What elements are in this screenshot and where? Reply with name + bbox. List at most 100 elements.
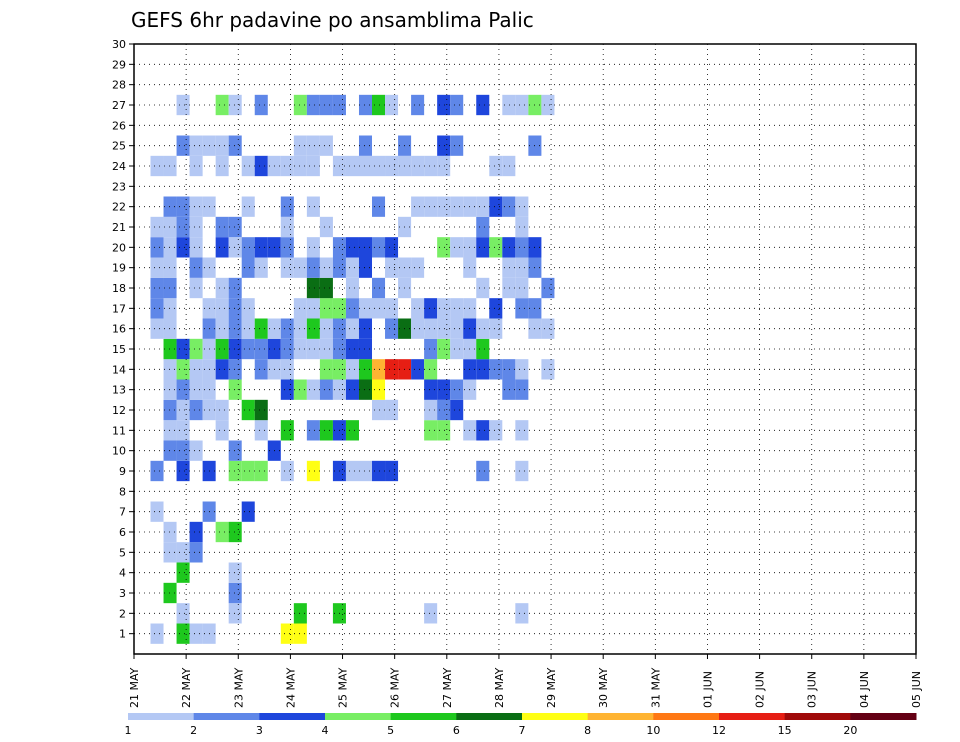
heatmap-cell — [150, 155, 164, 177]
heatmap-cell — [150, 501, 164, 522]
heatmap-cell — [345, 359, 359, 380]
heatmap-cell — [176, 542, 190, 563]
heatmap-cell — [228, 562, 242, 583]
heatmap-cell — [163, 582, 177, 604]
heatmap-cell — [228, 318, 242, 339]
heatmap-cell — [241, 501, 255, 522]
heatmap-cell — [319, 94, 333, 116]
heatmap-cell — [215, 359, 229, 380]
grid-lines — [134, 44, 916, 654]
heatmap-cell — [358, 155, 373, 177]
heatmap-cell — [163, 420, 177, 441]
y-tick-label: 3 — [119, 587, 126, 600]
heatmap-cell — [411, 359, 425, 380]
heatmap-cell — [189, 542, 203, 563]
heatmap-cell — [358, 94, 373, 116]
y-tick-label: 17 — [112, 302, 126, 315]
heatmap-cell — [489, 359, 503, 380]
heatmap-cell — [476, 237, 490, 258]
heatmap-cell — [319, 277, 333, 299]
heatmap-cell — [476, 277, 490, 299]
heatmap-cell — [189, 359, 203, 380]
heatmap-cell — [176, 216, 190, 238]
x-tick-label: 05 JUN — [910, 671, 923, 708]
heatmap-cell — [372, 94, 386, 116]
heatmap-cell — [437, 298, 451, 319]
heatmap-cell — [163, 298, 177, 319]
heatmap-cell — [215, 521, 229, 543]
heatmap-cell — [372, 460, 386, 482]
colorbar-swatch — [456, 713, 523, 720]
colorbar-label: 20 — [843, 724, 857, 737]
heatmap-cell — [150, 318, 164, 339]
x-tick-label: 29 MAY — [545, 667, 558, 708]
heatmap-cell — [437, 155, 451, 177]
heatmap-cell — [372, 277, 386, 299]
colorbar-swatch — [325, 713, 392, 720]
heatmap-cell — [372, 196, 386, 217]
x-tick-label: 26 MAY — [389, 667, 402, 708]
y-tick-label: 12 — [112, 404, 126, 417]
heatmap-cell — [150, 237, 164, 258]
heatmap-cell — [424, 318, 438, 339]
colorbar-label: 15 — [778, 724, 792, 737]
heatmap-cell — [476, 216, 490, 238]
heatmap-cell — [280, 237, 294, 258]
heatmap-cell — [280, 196, 294, 217]
heatmap-cell — [228, 460, 242, 482]
heatmap-cell — [163, 338, 177, 360]
heatmap-cell — [476, 460, 490, 482]
y-tick-label: 4 — [119, 567, 126, 580]
heatmap-cell — [150, 298, 164, 319]
heatmap-cell — [228, 521, 242, 543]
heatmap-cell — [385, 94, 399, 116]
heatmap-cell — [502, 379, 516, 400]
heatmap-cell — [358, 298, 373, 319]
heatmap-cell — [502, 196, 516, 217]
heatmap-cell — [176, 237, 190, 258]
colorbar-swatch — [522, 713, 589, 720]
heatmap-cell — [150, 460, 164, 482]
colorbar-swatch — [128, 713, 195, 720]
heatmap-cell — [254, 460, 268, 482]
heatmap-cell — [241, 298, 255, 319]
heatmap-cell — [254, 155, 268, 177]
y-tick-label: 28 — [112, 79, 126, 92]
heatmap-cell — [306, 155, 320, 177]
heatmap-cell — [515, 298, 529, 319]
heatmap-cell — [319, 257, 333, 278]
heatmap-cell — [176, 359, 190, 380]
y-tick-label: 21 — [112, 221, 126, 234]
colorbar-swatch — [587, 713, 654, 720]
heatmap-cell — [358, 379, 373, 400]
heatmap-cell — [241, 196, 255, 217]
heatmap-cell — [306, 298, 320, 319]
y-tick-label: 26 — [112, 119, 126, 132]
x-tick-label: 02 JUN — [754, 671, 767, 708]
heatmap-cell — [306, 94, 320, 116]
heatmap-cell — [306, 420, 320, 441]
heatmap-cell — [150, 257, 164, 278]
heatmap-cell — [358, 135, 373, 156]
heatmap-cell — [241, 237, 255, 258]
heatmap-cell — [515, 420, 529, 441]
heatmap-cell — [358, 460, 373, 482]
colorbar-swatch — [653, 713, 720, 720]
heatmap-cell — [319, 338, 333, 360]
heatmap-cell — [411, 155, 425, 177]
heatmap-cell — [515, 359, 529, 380]
heatmap-cell — [254, 237, 268, 258]
heatmap-cell — [254, 318, 268, 339]
heatmap-cell — [515, 237, 529, 258]
heatmap-cell — [189, 338, 203, 360]
heatmap-cell — [189, 521, 203, 543]
y-tick-label: 25 — [112, 140, 126, 153]
x-tick-label: 25 MAY — [337, 667, 350, 708]
heatmap-cell — [437, 135, 451, 156]
colorbar-label: 1 — [125, 724, 132, 737]
heatmap-cell — [450, 94, 464, 116]
heatmap-cell — [215, 318, 229, 339]
heatmap-cell — [319, 298, 333, 319]
heatmap-cell — [372, 379, 386, 400]
heatmap-cell — [215, 420, 229, 441]
